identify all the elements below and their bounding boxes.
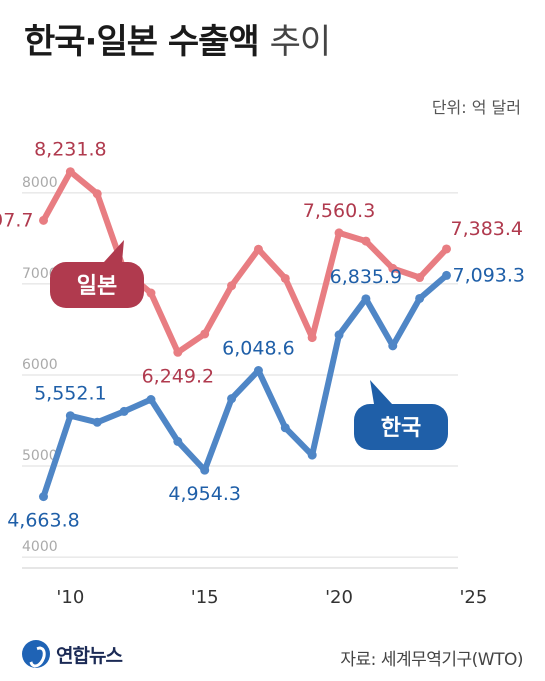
series-bubble-label: 한국 bbox=[381, 416, 421, 441]
x-tick-label: '10 bbox=[56, 587, 84, 608]
chart-title: 한국·일본 수출액 추이 bbox=[24, 14, 332, 63]
data-point bbox=[415, 293, 425, 303]
data-point bbox=[173, 347, 183, 357]
data-point bbox=[334, 330, 344, 340]
data-point bbox=[307, 450, 317, 460]
yonhap-logo: 연합뉴스 bbox=[22, 640, 123, 668]
x-tick-labels: '10 '15 '20 '25 bbox=[56, 587, 487, 608]
bubble-tail bbox=[370, 380, 392, 404]
y-tick-label: 4000 bbox=[22, 539, 58, 555]
yonhap-logo-icon bbox=[22, 640, 50, 668]
data-point bbox=[415, 273, 425, 283]
data-point bbox=[65, 167, 75, 177]
data-point bbox=[280, 423, 290, 433]
series-line bbox=[40, 272, 450, 500]
title-light: 추이 bbox=[269, 22, 332, 62]
data-point bbox=[442, 244, 452, 254]
data-point bbox=[38, 215, 48, 225]
series-line bbox=[40, 168, 450, 356]
data-label: 7,383.4 bbox=[451, 218, 524, 240]
data-point bbox=[280, 273, 290, 283]
data-point bbox=[334, 228, 344, 238]
data-point bbox=[119, 406, 129, 416]
logo-text: 연합뉴스 bbox=[56, 644, 123, 667]
data-label: 7,697.7 bbox=[0, 209, 33, 231]
y-tick-label: 8000 bbox=[22, 175, 58, 191]
unit-label: 단위: 억 달러 bbox=[431, 98, 521, 117]
data-label: 6,048.6 bbox=[222, 338, 295, 360]
grid-lines bbox=[22, 192, 458, 569]
data-point bbox=[388, 341, 398, 351]
data-label: 5,552.1 bbox=[34, 383, 107, 405]
data-point bbox=[200, 329, 210, 339]
data-point bbox=[307, 333, 317, 343]
data-point bbox=[361, 294, 371, 304]
y-tick-labels: 4000 5000 6000 7000 8000 bbox=[22, 175, 58, 555]
data-point bbox=[227, 281, 237, 291]
data-point bbox=[146, 395, 156, 405]
data-point bbox=[92, 189, 102, 199]
data-point bbox=[146, 288, 156, 298]
data-point bbox=[361, 236, 371, 246]
x-tick-label: '15 bbox=[191, 587, 219, 608]
data-label: 4,954.3 bbox=[168, 483, 241, 505]
data-point bbox=[200, 465, 210, 475]
data-point bbox=[227, 394, 237, 404]
data-point bbox=[65, 411, 75, 421]
series-bubble bbox=[50, 262, 144, 308]
data-point bbox=[253, 244, 263, 254]
data-label: 6,835.9 bbox=[330, 266, 403, 288]
series-points bbox=[38, 167, 452, 502]
data-label: 7,560.3 bbox=[303, 200, 376, 222]
x-tick-label: '25 bbox=[459, 587, 487, 608]
data-point bbox=[38, 492, 48, 502]
y-tick-label: 6000 bbox=[22, 357, 58, 373]
data-point bbox=[253, 366, 263, 376]
series-lines bbox=[40, 168, 450, 500]
series-bubble bbox=[354, 404, 448, 450]
series-bubble-label: 일본 bbox=[77, 274, 117, 299]
data-point bbox=[388, 263, 398, 273]
data-label: 6,249.2 bbox=[142, 365, 215, 387]
data-label: 7,093.3 bbox=[453, 264, 526, 286]
title-bold: 한국·일본 수출액 bbox=[24, 22, 260, 62]
y-tick-label: 7000 bbox=[22, 266, 58, 282]
x-tick-label: '20 bbox=[325, 587, 353, 608]
data-label: 8,231.8 bbox=[34, 139, 107, 161]
data-point bbox=[442, 270, 452, 280]
source-label: 자료: 세계무역기구(WTO) bbox=[340, 650, 523, 670]
data-labels: 7,697.7 8,231.8 6,249.2 7,560.3 7,383.4 4,663… bbox=[0, 139, 525, 532]
data-point bbox=[92, 417, 102, 427]
bubble-tail bbox=[104, 240, 124, 262]
y-tick-label: 5000 bbox=[22, 448, 58, 464]
data-point bbox=[173, 436, 183, 446]
data-label: 4,663.8 bbox=[7, 510, 80, 532]
